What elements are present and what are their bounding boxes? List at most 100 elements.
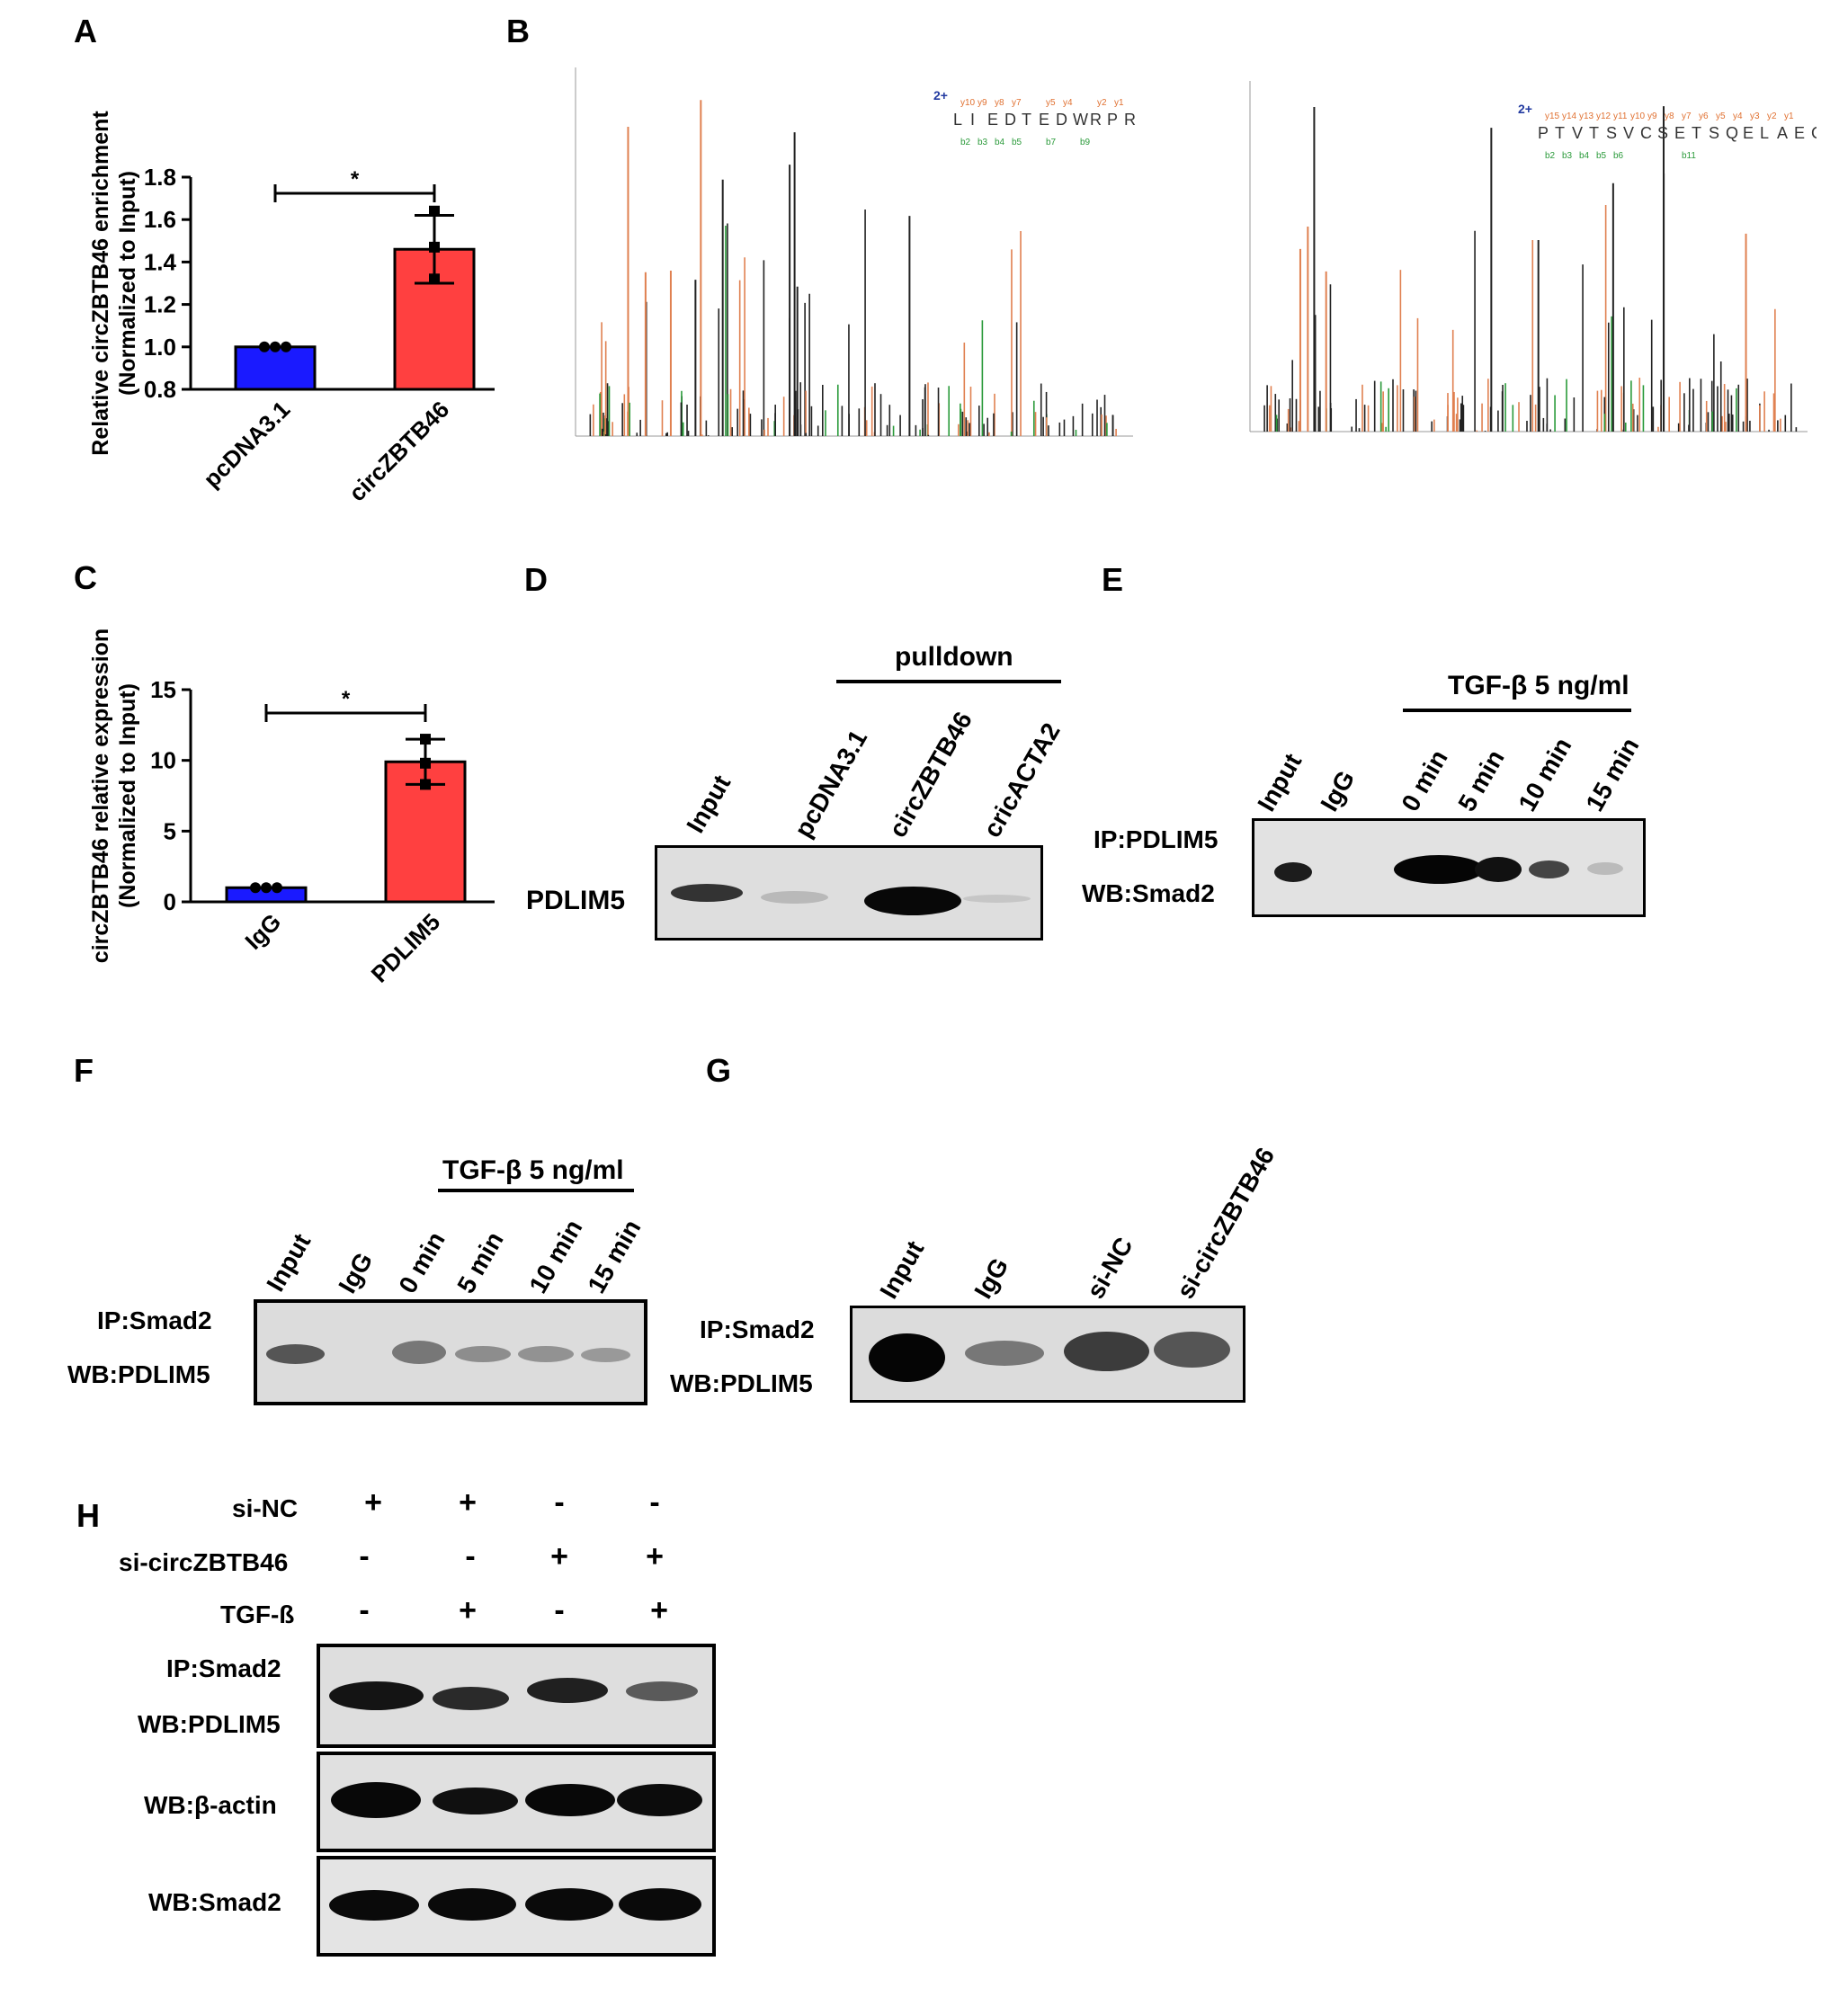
mark-2-2: - [554, 1593, 565, 1627]
chart-a-point-1-1 [429, 241, 440, 253]
chart-a-ytick-label-3: 1.4 [144, 248, 177, 275]
band-h2-0 [331, 1782, 421, 1818]
band-h1-0 [329, 1681, 424, 1710]
spectrum-1-residue-1: I [970, 111, 975, 129]
condition-label-2: TGF-ß [220, 1600, 295, 1628]
spectrum-1-residue-3: D [1004, 111, 1016, 129]
spectrum-2-y-ion-14: y1 [1784, 111, 1794, 121]
spectrum-1-y-ion-5: y5 [1046, 98, 1056, 108]
spectrum-1-residue-4: T [1022, 111, 1031, 129]
tgf-bar-f [438, 1189, 634, 1192]
band-f-5 [581, 1348, 630, 1362]
chart-a-ylabel2: (Normalized to Input) [115, 171, 140, 396]
row-label-f-1: IP:Smad2 [97, 1306, 212, 1334]
spectrum-2-y-ion-9: y6 [1699, 111, 1709, 121]
lane-label-e-4: 10 min [1513, 733, 1577, 816]
chart-a-category-0: pcDNA3.1 [198, 396, 295, 493]
spectrum-2-b-ion-2: b4 [1579, 151, 1590, 161]
blot-h-1 [317, 1644, 716, 1748]
spectrum-2-y-ion-2: y13 [1579, 111, 1594, 121]
spectrum-1-residue-5: E [1039, 111, 1049, 129]
blot-h-3 [317, 1856, 716, 1957]
lane-label-g-2: si-NC [1081, 1232, 1138, 1304]
condition-label-0: si-NC [232, 1494, 299, 1522]
spectrum-2-y-ion-5: y10 [1630, 111, 1646, 121]
spectrum-1-charge: 2+ [933, 88, 948, 103]
chart-c-category-1: PDLIM5 [366, 908, 446, 988]
spectrum-2-y-ion-0: y15 [1545, 111, 1560, 121]
band-h2-2 [525, 1784, 615, 1816]
spectrum-2-residue-12: E [1743, 124, 1754, 142]
row-label-f-2: WB:PDLIM5 [67, 1360, 210, 1388]
spectrum-2-residue-10: S [1709, 124, 1719, 142]
blot-g [850, 1306, 1245, 1403]
chart-a-point-1-0 [429, 205, 440, 217]
chart-a-ylabel: Relative circZBTB46 enrichment [88, 111, 113, 456]
band-g-0 [869, 1333, 945, 1382]
chart-a-point-0-0 [259, 341, 270, 352]
band-g-2 [1064, 1332, 1149, 1371]
chart-a-ytick-label-1: 1.0 [144, 334, 176, 361]
spectrum-1-b-ion-0: b2 [960, 138, 971, 147]
lane-label-d-0: Input [681, 770, 737, 838]
chart-a-ytick-label-2: 1.2 [144, 291, 176, 318]
chart-a-ytick-label-0: 0.8 [144, 376, 176, 403]
band-e-5 [1587, 862, 1623, 875]
mark-0-2: - [554, 1485, 565, 1520]
chart-c-ytick-label-0: 0 [164, 888, 176, 915]
band-g-1 [965, 1341, 1044, 1366]
spectrum-2-residue-11: Q [1726, 124, 1738, 142]
band-f-2 [392, 1341, 446, 1364]
ms-spectrum-2: 2+PTVTSVCSETSQELAEGQRy15y14y13y12y11y10y… [1249, 81, 1817, 432]
band-e-4 [1529, 860, 1569, 878]
mark-0-0: + [364, 1485, 382, 1520]
chart-a-point-0-2 [281, 341, 291, 352]
chart-c-ytick-label-1: 5 [164, 817, 176, 844]
panel-letter-b: B [506, 13, 530, 49]
tgf-label-f: TGF-β 5 ng/ml [442, 1155, 624, 1185]
chart-c-point-1-1 [420, 757, 431, 769]
row-label-g-2: WB:PDLIM5 [670, 1369, 813, 1397]
blot-d [655, 845, 1043, 941]
panel-letter-e: E [1102, 561, 1124, 598]
pulldown-label: pulldown [895, 642, 1013, 672]
band-d-1 [761, 891, 828, 904]
mark-0-1: + [459, 1485, 477, 1520]
band-h2-3 [617, 1784, 702, 1816]
mark-0-3: - [649, 1485, 660, 1520]
spectrum-2-y-ion-7: y8 [1665, 111, 1674, 121]
lane-label-g-3: si-circZBTB46 [1171, 1142, 1281, 1304]
spectrum-2-residue-7: S [1657, 124, 1668, 142]
row-label-d: PDLIM5 [526, 886, 626, 915]
band-d-3 [963, 895, 1031, 903]
lane-label-e-5: 15 min [1580, 733, 1645, 816]
chart-c-point-0-0 [250, 882, 261, 894]
lane-label-f-3: 5 min [451, 1226, 509, 1298]
chart-c-point-1-2 [420, 779, 431, 790]
spectrum-1-y-ion-3: y7 [1012, 98, 1022, 108]
mark-1-1: - [465, 1539, 476, 1574]
spectrum-2-residue-0: P [1538, 124, 1549, 142]
band-e-2 [1394, 855, 1484, 884]
panel-letter-h: H [76, 1497, 100, 1534]
lane-label-f-0: Input [261, 1228, 317, 1297]
lane-label-d-1: pcDNA3.1 [789, 725, 873, 843]
band-h2-1 [433, 1788, 518, 1814]
band-d-0 [671, 884, 743, 902]
spectrum-1-b-ion-2: b4 [995, 138, 1005, 147]
band-f-4 [518, 1346, 574, 1362]
blot2-label: WB:β-actin [144, 1791, 277, 1819]
spectrum-2-y-ion-6: y9 [1647, 111, 1657, 121]
chart-a-category-1: circZBTB46 [344, 396, 454, 506]
band-h1-3 [626, 1681, 698, 1701]
panel-letter-a: A [74, 13, 97, 49]
spectrum-2-residue-14: A [1777, 124, 1788, 142]
lane-label-d-2: circZBTB46 [883, 707, 978, 843]
panel-letter-c: C [74, 559, 97, 596]
spectrum-1-b-ion-3: b5 [1012, 138, 1022, 147]
spectrum-1-residue-10: R [1124, 111, 1136, 129]
spectrum-2-charge: 2+ [1518, 102, 1532, 116]
chart-c-point-0-2 [272, 882, 282, 894]
spectrum-2-residue-9: T [1692, 124, 1701, 142]
